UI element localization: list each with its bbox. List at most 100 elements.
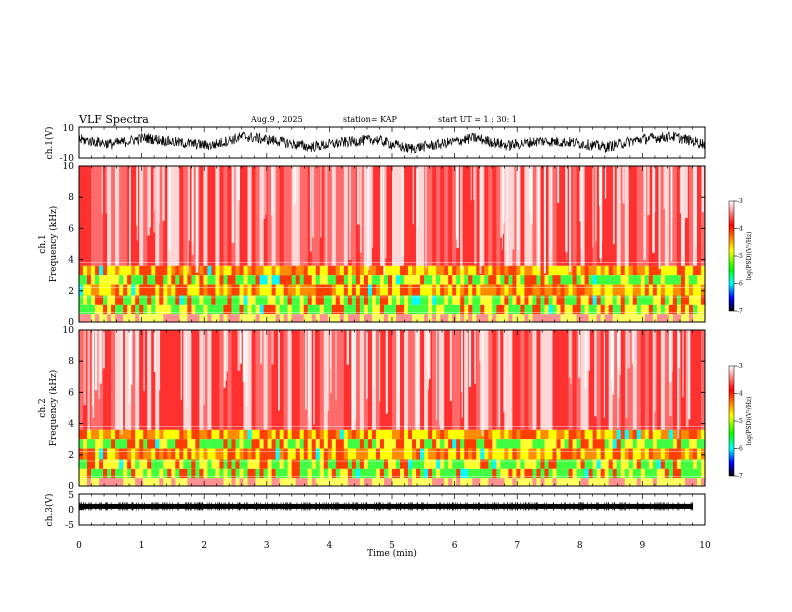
ch1-spec-col-band (568, 275, 573, 285)
ch2-spec-col-low (456, 478, 461, 486)
ch1-spec-col-band (468, 295, 473, 305)
ch1-spec-col-band (259, 295, 264, 305)
ch2-spec-col-band (544, 459, 549, 469)
ch2-spec-col-band (187, 448, 192, 460)
ch1-spec-col-band (235, 284, 240, 296)
ch2-spec-col-band (696, 429, 702, 440)
ch2-spec-col-low (416, 478, 421, 486)
ch1-spec-col-upper (512, 166, 517, 266)
ch1-spec-col-low (496, 314, 501, 322)
ch1-spec-col-band (664, 284, 670, 296)
ch2-spec-col-band (432, 448, 437, 460)
ch1-spec-col-band (255, 304, 260, 315)
ch2-spec-col-band (371, 429, 377, 440)
ch1-spec-col-band (688, 304, 694, 315)
ch1-spec-col-band (267, 295, 272, 305)
ch1-spec-col-band (588, 304, 593, 315)
ch1-spec-col-band (315, 295, 321, 305)
ch2-spec-col-band (143, 459, 148, 469)
ch2-spec-col-low (191, 478, 196, 486)
ch1-spec-col-low (255, 314, 260, 322)
ch2-spec-col-band (516, 429, 521, 440)
ch1-spec-col-band (604, 284, 609, 296)
ch2-spec-col-band (660, 468, 666, 479)
ch2-spec-col-band (688, 468, 694, 479)
ch1-spec-streak (188, 166, 190, 241)
ch2-spec-col-band (696, 448, 702, 460)
ch2-spec-col-band (191, 429, 196, 440)
ch1-spec-col-upper (367, 166, 373, 266)
ch2-spec-col-band (227, 448, 232, 460)
ch1-spec-col-band (311, 265, 317, 276)
ch2-spec-col-low (163, 478, 168, 486)
ch1-spec-col-band (416, 265, 421, 276)
ch2-spec-col-band (656, 468, 662, 479)
ch2-spec-col-band (436, 468, 441, 479)
ch2-spec-streak (503, 330, 506, 413)
ch1-spec-col-band (267, 304, 272, 315)
ch2-spec-col-band (135, 468, 140, 479)
ch1-spec-col-band (163, 265, 168, 276)
ch1-spec-col-band (564, 304, 569, 315)
ch2-spec-col-band (291, 468, 296, 479)
ch2-spec-col-band (91, 468, 96, 479)
ch2-spec-col-band (99, 448, 104, 460)
ch2-spec-col-band (99, 468, 104, 479)
ch2-spec-col-band (556, 459, 561, 469)
ch1-spec-col-low (412, 314, 417, 322)
ch2-spec-col-low (243, 478, 248, 486)
ch2-spec-col-band (484, 439, 489, 449)
ch1-spec-col-upper (207, 166, 212, 266)
ch1-spec-col-upper (636, 166, 642, 266)
ch2-spec-col-band (355, 429, 361, 440)
ch2-spec-col-band (179, 439, 184, 449)
ch2-spec-col-upper (584, 330, 589, 430)
ch1-spec-col-low (400, 314, 405, 322)
ch2-spec-col-upper (496, 330, 501, 430)
ch2-spec-col-band (672, 439, 678, 449)
ch1-spec-col-low (484, 314, 489, 322)
ch1-spec-col-band (219, 304, 224, 315)
ch2-spec-col-low (251, 478, 256, 486)
ch2-spec-col-low (412, 478, 417, 486)
ch1-spec-col-low (223, 314, 228, 322)
ch1-spec-col-band (468, 265, 473, 276)
ch2-spec-col-band (151, 439, 156, 449)
ch2-spec-col-band (468, 459, 473, 469)
ch2-spec-col-band (412, 439, 417, 449)
ch2-spec-col-band (323, 448, 329, 460)
ch1-spec-streak (647, 166, 650, 216)
ch2-spec-col-band (496, 429, 501, 440)
ch2-spec-col-band (359, 448, 365, 460)
ch1-spec-col-band (684, 265, 690, 276)
ch1-spec-col-band (243, 284, 248, 296)
ch1-spec-col-band (115, 304, 120, 315)
ch1-spec-col-upper (544, 166, 549, 266)
ch2-spec-streak (631, 330, 634, 365)
ch2-spec-col-band (560, 468, 565, 479)
ch2-spec-col-band (532, 468, 537, 479)
ch1-spec-col-low (219, 314, 224, 322)
ch1-spec-col-band (692, 265, 698, 276)
ch2-spec-col-band (664, 439, 670, 449)
ch2-spec-col-band (319, 468, 325, 479)
ch1-spec-col-band (408, 295, 413, 305)
ch1-spec-col-band (520, 304, 525, 315)
ch2-spec-col-band (279, 439, 284, 449)
ch1-spec-col-band (588, 275, 593, 285)
ch2-spec-col-upper (191, 330, 196, 430)
ch1-spec-col-low (572, 314, 577, 322)
figure-start-ut: start UT = 1 : 30: 1 (438, 115, 517, 124)
ch1-spec-col-band (135, 284, 140, 296)
ch1-spec-col-band (195, 284, 200, 296)
ch2-spec-col-band (147, 429, 152, 440)
ch1-spec-col-band (163, 275, 168, 285)
ch1-spec-streak (162, 166, 165, 221)
ch1-spec-col-upper (303, 166, 309, 266)
ch2-spec-col-band (556, 439, 561, 449)
ch1-spec-col-band (211, 284, 216, 296)
ch1-spec-col-band (668, 295, 674, 305)
ch2-spec-col-upper (199, 330, 204, 430)
ch1-spec-col-low (379, 314, 385, 322)
ch2-spec-col-upper (331, 330, 337, 430)
